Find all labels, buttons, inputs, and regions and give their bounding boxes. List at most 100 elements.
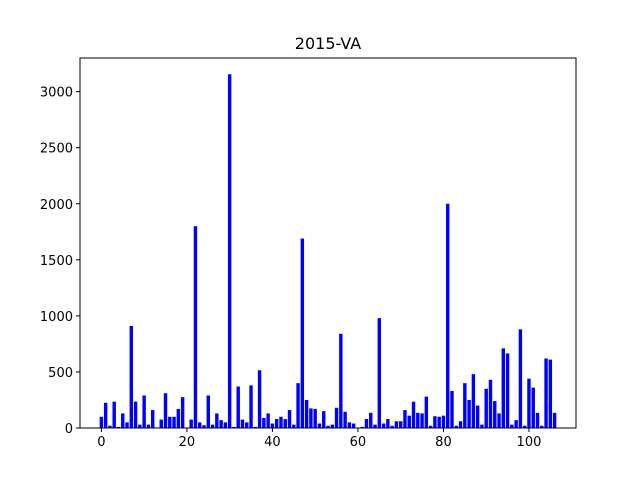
- bar-94: [501, 348, 506, 428]
- bar-99: [522, 425, 527, 428]
- bar-70: [398, 421, 403, 428]
- y-axis-ticks: 0 500 1000 1500 2000 2500 3000: [40, 86, 80, 437]
- bar-48: [304, 399, 309, 428]
- bar-34: [245, 422, 249, 428]
- bar-1: [103, 402, 108, 428]
- bar-84: [458, 421, 463, 428]
- bar-72: [407, 415, 411, 428]
- bar-31: [232, 426, 236, 428]
- bar-77: [428, 425, 433, 428]
- bar-44: [287, 410, 292, 428]
- bar-89: [480, 424, 484, 428]
- bar-71: [403, 410, 407, 428]
- bar-97: [514, 420, 518, 428]
- bar-83: [454, 425, 458, 428]
- bar-62: [364, 419, 369, 428]
- bar-41: [274, 419, 279, 428]
- bar-26: [210, 424, 215, 428]
- x-tick-label: 40: [264, 435, 281, 450]
- bar-106: [552, 412, 557, 428]
- bar-47: [300, 238, 305, 428]
- bar-87: [471, 374, 476, 428]
- bar-45: [292, 424, 296, 428]
- bar-5: [121, 413, 125, 428]
- bar-64: [373, 424, 377, 428]
- bar-95: [505, 353, 510, 428]
- plot-frame: [79, 57, 577, 429]
- bar-21: [189, 419, 193, 428]
- bar-67: [386, 419, 390, 428]
- bar-76: [424, 396, 429, 428]
- bar-36: [253, 426, 258, 428]
- bar-80: [441, 415, 446, 428]
- bar-23: [198, 422, 202, 428]
- bar-18: [176, 408, 181, 428]
- bar-100: [527, 378, 531, 428]
- bar-105: [548, 359, 553, 428]
- bar-104: [544, 358, 548, 428]
- bar-68: [390, 425, 394, 428]
- bar-86: [467, 399, 471, 428]
- bar-90: [484, 388, 488, 428]
- bar-22: [193, 226, 198, 428]
- bar-33: [240, 419, 245, 428]
- bar-51: [317, 423, 322, 428]
- bar-69: [394, 421, 399, 428]
- bar-27: [215, 413, 219, 428]
- bar-10: [142, 395, 146, 428]
- bar-53: [326, 425, 330, 428]
- bar-38: [262, 417, 266, 428]
- bar-9: [138, 424, 142, 428]
- bar-35: [249, 385, 253, 428]
- bar-28: [219, 420, 223, 428]
- bar-25: [206, 395, 210, 428]
- bar-57: [343, 411, 347, 428]
- bar-46: [296, 383, 300, 428]
- bar-65: [377, 318, 382, 428]
- bar-59: [351, 423, 356, 428]
- bar-12: [150, 410, 155, 428]
- bar-24: [202, 425, 206, 428]
- bar-66: [381, 423, 386, 428]
- bar-14: [159, 419, 163, 428]
- bar-79: [437, 416, 441, 428]
- bar-75: [420, 413, 424, 428]
- bar-2: [108, 425, 112, 428]
- bar-78: [433, 416, 437, 428]
- bar-0: [99, 416, 104, 428]
- bar-63: [369, 412, 373, 428]
- bar-4: [116, 426, 121, 428]
- bar-3: [112, 401, 116, 428]
- bar-40: [270, 423, 275, 428]
- x-axis-ticks: 0 20 40 60 80 100: [97, 428, 541, 450]
- bar-17: [172, 416, 176, 428]
- bar-52: [322, 411, 326, 428]
- bar-6: [125, 422, 129, 428]
- bar-74: [416, 412, 420, 428]
- bar-15: [163, 393, 168, 428]
- bar-54: [330, 424, 334, 428]
- x-tick-label: 100: [517, 435, 542, 450]
- x-tick-label: 20: [179, 435, 196, 450]
- y-tick-label: 2500: [40, 142, 73, 157]
- y-tick-label: 2000: [40, 198, 73, 213]
- bar-19: [180, 397, 185, 428]
- bar-42: [279, 416, 283, 428]
- bar-37: [257, 370, 262, 428]
- bar-56: [339, 333, 343, 428]
- bar-58: [347, 422, 352, 428]
- bar-43: [283, 419, 287, 428]
- bar-55: [334, 407, 339, 428]
- bar-96: [510, 424, 514, 428]
- bar-101: [531, 387, 535, 428]
- bar-50: [313, 408, 317, 428]
- bar-39: [266, 413, 270, 428]
- bar-73: [411, 401, 416, 428]
- bar-103: [540, 425, 544, 428]
- y-tick-label: 500: [48, 366, 73, 381]
- bar-32: [236, 386, 240, 428]
- y-tick-label: 1000: [40, 310, 73, 325]
- bar-8: [133, 401, 138, 428]
- bar-49: [309, 408, 313, 428]
